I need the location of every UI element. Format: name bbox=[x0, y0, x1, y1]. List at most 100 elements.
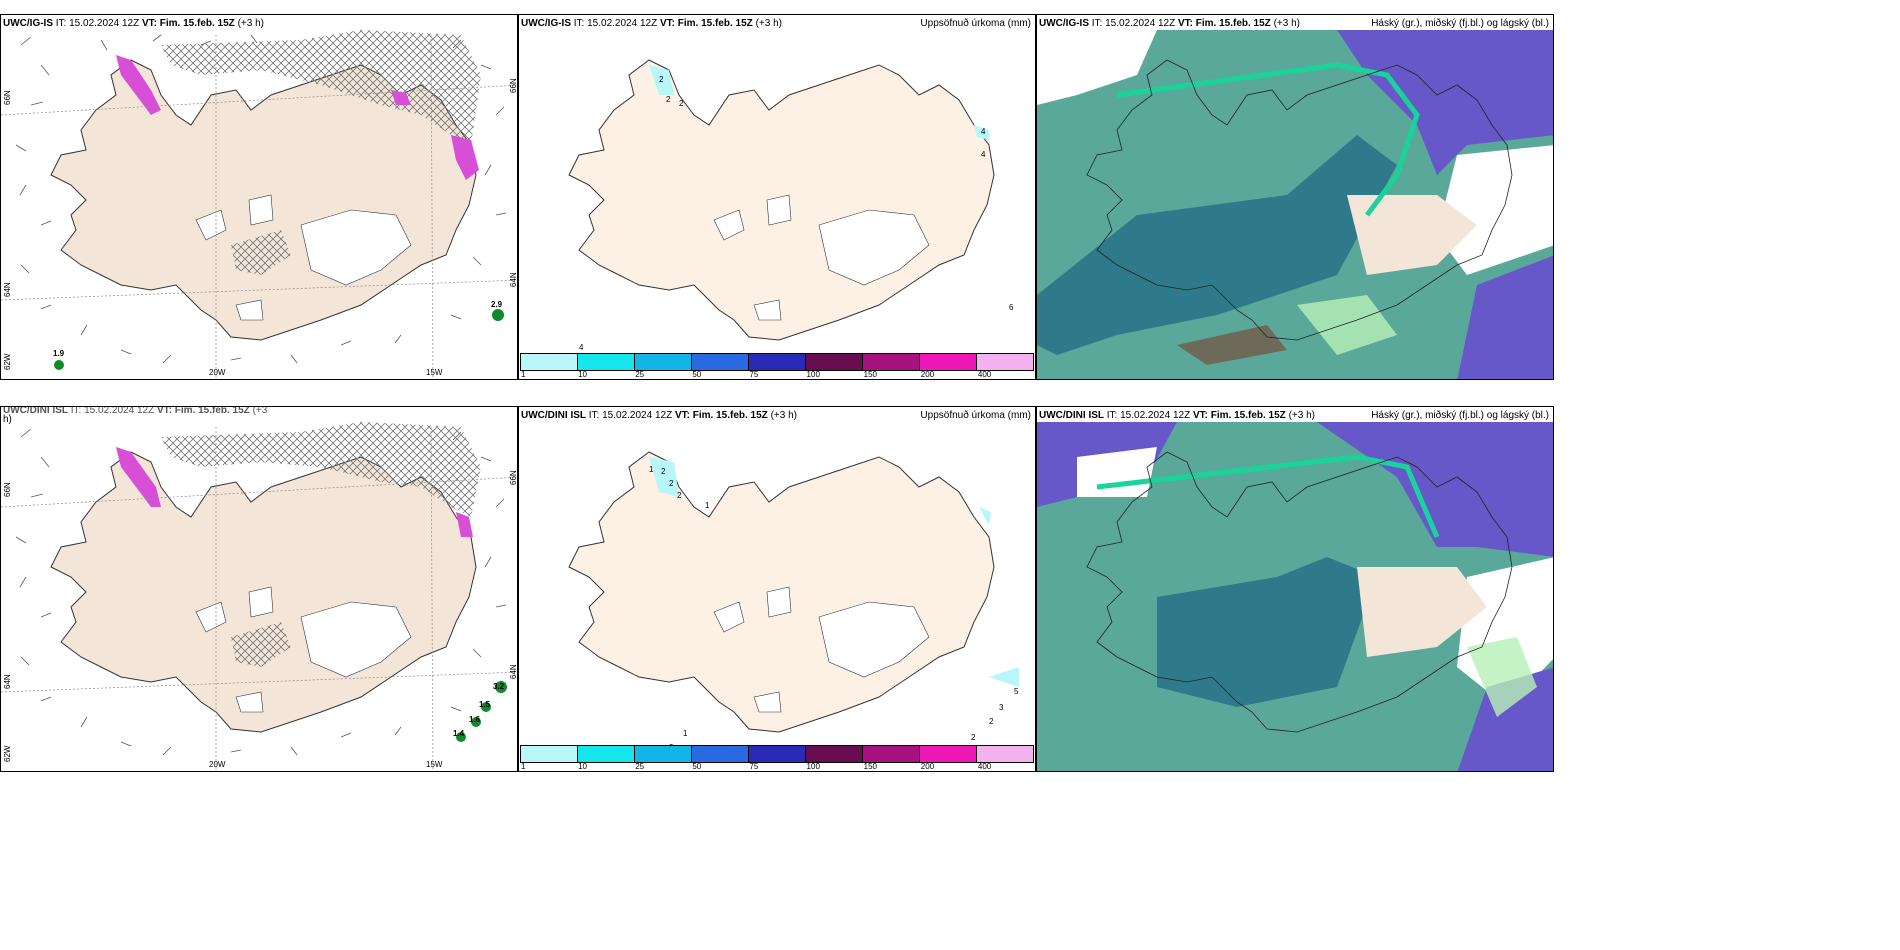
precip-map bbox=[568, 451, 1019, 733]
panel-title: UWC/IG-IS IT: 15.02.2024 12Z VT: Fim. 15… bbox=[1039, 18, 1300, 29]
lon-label: 20W bbox=[209, 368, 226, 377]
colorbar-swatches bbox=[520, 353, 1034, 371]
lat-label: 62W bbox=[3, 353, 12, 370]
glaciers bbox=[195, 194, 412, 321]
panel-row2-left: UWC/DINI ISL IT: 15.02.2024 12Z VT: Fim.… bbox=[0, 406, 518, 772]
lat-label: 64N bbox=[509, 664, 518, 679]
colorbar-swatch bbox=[977, 354, 1033, 370]
point-value: 2 bbox=[666, 95, 671, 104]
colorbar-label: 150 bbox=[863, 370, 878, 379]
panel-title: UWC/DINI ISL IT: 15.02.2024 12Z VT: Fim.… bbox=[1039, 410, 1315, 421]
point-value: 2 bbox=[669, 479, 674, 488]
point-value: 1.9 bbox=[53, 349, 65, 358]
lon-label: 15W bbox=[426, 368, 443, 377]
point-value: 1.4 bbox=[453, 729, 465, 738]
panel-right-title: Uppsöfnuð úrkoma (mm) bbox=[920, 18, 1031, 29]
lat-label: 64N bbox=[3, 282, 12, 297]
colorbar-label: 25 bbox=[635, 762, 645, 771]
point-value: 4 bbox=[981, 127, 986, 136]
point-value: 2 bbox=[989, 717, 994, 726]
point-value: 5 bbox=[1014, 687, 1019, 696]
precip-green-dots bbox=[54, 309, 504, 370]
panel-row1-middle: UWC/IG-IS IT: 15.02.2024 12Z VT: Fim. 15… bbox=[518, 14, 1036, 380]
lon-label: 15W bbox=[426, 760, 443, 769]
colorbar-label: 50 bbox=[692, 762, 702, 771]
colorbar-swatch bbox=[806, 354, 863, 370]
panel-right-title: Háský (gr.), miðský (fj.bl.) og lágský (… bbox=[1371, 18, 1549, 29]
colorbar-swatch bbox=[578, 354, 635, 370]
panel-row1-right: UWC/IG-IS IT: 15.02.2024 12Z VT: Fim. 15… bbox=[1036, 14, 1554, 380]
colorbar-label: 10 bbox=[578, 370, 588, 379]
colorbar-label: 400 bbox=[977, 762, 992, 771]
colorbar-swatch bbox=[806, 746, 863, 762]
colorbar-swatch bbox=[749, 354, 806, 370]
point-value: 4 bbox=[981, 150, 986, 159]
colorbar-label: 10 bbox=[578, 762, 588, 771]
colorbar-swatch bbox=[692, 354, 749, 370]
lat-label: 64N bbox=[509, 272, 518, 287]
panel-right-title: Háský (gr.), miðský (fj.bl.) og lágský (… bbox=[1371, 410, 1549, 421]
colorbar-swatch bbox=[863, 746, 920, 762]
colorbar-swatch bbox=[977, 746, 1033, 762]
colorbar-swatch bbox=[920, 354, 977, 370]
panel-row1-left: UWC/IG-IS IT: 15.02.2024 12Z VT: Fim. 15… bbox=[0, 14, 518, 380]
colorbar: 1 10 25 50 75 100 150 200 400 bbox=[519, 353, 1035, 379]
colorbar-label: 200 bbox=[920, 370, 935, 379]
colorbar-label: 1 bbox=[521, 762, 526, 771]
point-value: 1 bbox=[649, 465, 654, 474]
point-value: 4 bbox=[579, 343, 584, 352]
point-value: 2 bbox=[661, 467, 666, 476]
colorbar-swatch bbox=[521, 354, 578, 370]
point-value: 2 bbox=[679, 99, 684, 108]
colorbar-swatch bbox=[521, 746, 578, 762]
panel-title-overflow: h) bbox=[3, 414, 12, 425]
colorbar: 1 10 25 50 75 100 150 200 400 bbox=[519, 745, 1035, 771]
precip-map bbox=[568, 59, 995, 341]
colorbar-label: 400 bbox=[977, 370, 992, 379]
colorbar-swatch bbox=[863, 354, 920, 370]
point-value: 2 bbox=[659, 75, 664, 84]
colorbar-label: 75 bbox=[749, 370, 759, 379]
wind-barbs bbox=[15, 428, 507, 756]
point-value: 1.5 bbox=[479, 700, 491, 709]
point-value: 3 bbox=[999, 703, 1004, 712]
hatched-areas bbox=[161, 30, 481, 275]
colorbar-label: 100 bbox=[806, 762, 820, 771]
lat-label: 66N bbox=[3, 90, 12, 105]
lat-label: 66N bbox=[3, 482, 12, 497]
colorbar-swatch bbox=[920, 746, 977, 762]
lon-label: 20W bbox=[209, 760, 226, 769]
panel-row2-right: UWC/DINI ISL IT: 15.02.2024 12Z VT: Fim.… bbox=[1036, 406, 1554, 772]
panel-title: UWC/IG-IS IT: 15.02.2024 12Z VT: Fim. 15… bbox=[3, 18, 264, 29]
cloud-map bbox=[1037, 30, 1553, 379]
wind-precip-map bbox=[1, 422, 517, 771]
wind-precip-map bbox=[1, 30, 517, 379]
point-value: 1 bbox=[683, 729, 688, 738]
point-value: 6 bbox=[1009, 303, 1014, 312]
colorbar-label: 75 bbox=[749, 762, 759, 771]
lat-label: 66N bbox=[509, 470, 518, 485]
lat-label: 66N bbox=[509, 78, 518, 93]
colorbar-label: 25 bbox=[635, 370, 645, 379]
colorbar-swatch bbox=[635, 354, 692, 370]
panel-row2-middle: UWC/DINI ISL IT: 15.02.2024 12Z VT: Fim.… bbox=[518, 406, 1036, 772]
wind-barbs bbox=[15, 34, 507, 364]
colorbar-label: 150 bbox=[863, 762, 878, 771]
colorbar-label: 1 bbox=[521, 370, 526, 379]
colorbar-swatches bbox=[520, 745, 1034, 763]
lat-label: 62W bbox=[3, 745, 12, 762]
colorbar-label: 200 bbox=[920, 762, 935, 771]
colorbar-swatch bbox=[578, 746, 635, 762]
panel-title: UWC/DINI ISL IT: 15.02.2024 12Z VT: Fim.… bbox=[521, 410, 797, 421]
colorbar-swatch bbox=[749, 746, 806, 762]
point-value: 2 bbox=[971, 733, 976, 742]
point-value: 3.2 bbox=[493, 682, 505, 691]
colorbar-swatch bbox=[635, 746, 692, 762]
colorbar-label: 50 bbox=[692, 370, 702, 379]
cloud-map bbox=[1037, 422, 1553, 771]
point-value: 1 bbox=[705, 501, 710, 510]
panel-title: UWC/IG-IS IT: 15.02.2024 12Z VT: Fim. 15… bbox=[521, 18, 782, 29]
lat-label: 64N bbox=[3, 674, 12, 689]
point-value: 2 bbox=[677, 491, 682, 500]
colorbar-label: 100 bbox=[806, 370, 820, 379]
